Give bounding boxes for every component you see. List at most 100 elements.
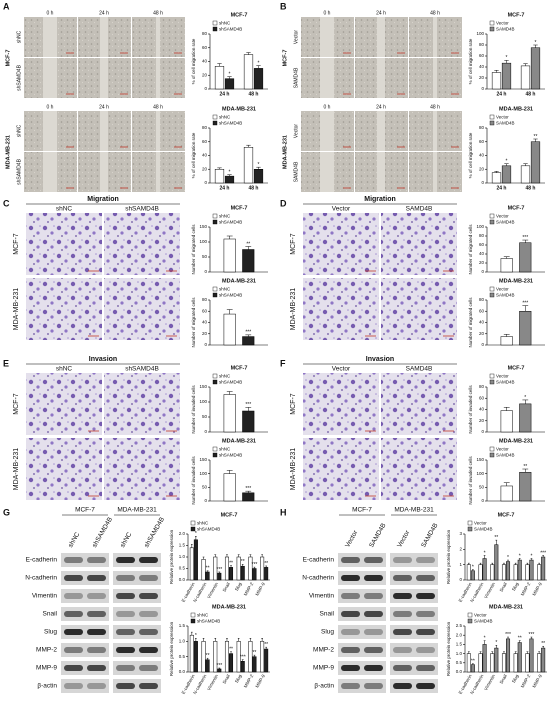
error-bar: [245, 246, 252, 250]
y-tick-label: 1.5: [179, 543, 186, 548]
bar: [217, 572, 222, 581]
blot-strip: [390, 589, 438, 603]
blot-band: [341, 611, 360, 617]
y-axis-label: % of cell migration rate: [468, 132, 473, 178]
panel-letter: B: [280, 1, 287, 11]
y-tick-label: 40: [202, 320, 208, 325]
x-tick-label: 48 h: [525, 91, 535, 97]
significance: **: [471, 659, 475, 665]
error-bar: [494, 171, 499, 173]
x-tick-label: MMP-9: [531, 581, 543, 596]
cell-line-label: MCF-7: [5, 50, 11, 67]
blot-band: [364, 665, 383, 671]
legend-label: shNC: [219, 373, 231, 378]
error-bar: [214, 554, 217, 557]
significance: *: [484, 636, 486, 642]
significance: *: [506, 55, 508, 61]
bar: [520, 65, 531, 90]
protein-label: Slug: [321, 629, 334, 636]
y-axis-label: Number of invaded cells: [468, 456, 473, 505]
error-bar: [226, 554, 228, 557]
y-tick-label: 80: [479, 42, 485, 47]
legend-label: SAMD4B: [496, 26, 515, 31]
row-label: MDA-MB-231: [13, 448, 20, 491]
significance: ***: [522, 300, 528, 306]
legend-label: shSAMD4B: [219, 219, 242, 224]
scratch-gap: [156, 17, 160, 57]
significance: *: [229, 170, 231, 176]
row-label: Vector: [293, 124, 299, 139]
y-tick-label: 1.5: [179, 623, 186, 628]
error-bar: [190, 544, 193, 548]
error-bar: [522, 305, 529, 312]
protein-label: β-actin: [314, 683, 334, 690]
legend-label: shNC: [219, 114, 231, 119]
legend-swatch: [489, 452, 495, 458]
significance: **: [541, 641, 545, 647]
blot-strip: [338, 553, 386, 567]
row-label: MCF-7: [290, 393, 297, 414]
scratch-gap: [156, 111, 160, 151]
blot-band: [364, 683, 383, 689]
error-bar: [491, 562, 494, 565]
legend-label: SAMD4B: [496, 219, 515, 224]
column-label: 24 h: [376, 104, 386, 110]
bar: [530, 141, 541, 184]
blot-band: [139, 557, 158, 563]
error-bar: [518, 640, 521, 643]
blot-band: [139, 665, 158, 671]
error-bar: [202, 638, 205, 642]
y-tick-label: 150: [199, 224, 207, 229]
bar: [513, 564, 518, 581]
lane-label: SAMD4B: [368, 522, 387, 549]
bar: [229, 653, 234, 673]
bar: [519, 242, 532, 273]
blot-strip: [338, 571, 386, 585]
cell-line-label: MDA-MB-231: [282, 135, 288, 169]
row-label: shSAMD4B: [16, 64, 22, 91]
significance: *: [507, 555, 509, 561]
bar: [478, 653, 483, 673]
bar: [264, 648, 269, 673]
error-bar: [241, 564, 244, 567]
y-tick-label: 0: [204, 342, 207, 347]
scratch-gap: [433, 58, 437, 98]
blot-band: [393, 683, 412, 689]
y-tick-label: 0: [481, 269, 484, 274]
y-tick-label: 40: [479, 153, 485, 158]
error-bar: [495, 645, 498, 649]
blot-band: [64, 611, 83, 617]
bar: [242, 336, 255, 346]
error-bar: [249, 638, 252, 642]
bar: [240, 565, 245, 581]
error-bar: [503, 562, 505, 565]
error-bar: [483, 640, 486, 645]
bar: [500, 485, 513, 502]
y-tick-label: 150: [199, 384, 207, 389]
blot-band: [87, 575, 106, 581]
legend-label: shSAMD4B: [219, 379, 242, 384]
blot-band: [87, 665, 106, 671]
legend-label: Vector: [496, 213, 509, 218]
blot-band: [139, 629, 158, 635]
stain-image: [26, 438, 102, 500]
y-tick-label: 0.5: [179, 566, 186, 571]
bar: [217, 668, 222, 673]
blot-strip: [61, 643, 109, 657]
blot-band: [364, 575, 383, 581]
error-bar: [503, 256, 510, 259]
blot-band: [341, 557, 360, 563]
stain-image: [26, 373, 102, 435]
bar: [223, 238, 236, 273]
bar: [205, 571, 210, 581]
bar: [501, 564, 506, 581]
blot-strip: [113, 661, 161, 675]
bar: [253, 68, 264, 90]
x-tick-label: MMP-9: [254, 581, 266, 596]
y-tick-label: 0: [481, 86, 484, 91]
row-label: MDA-MB-231: [290, 448, 297, 491]
stain-image: [303, 213, 379, 275]
chart-title: MCF-7: [508, 365, 525, 371]
error-bar: [237, 638, 240, 642]
legend-swatch: [489, 20, 495, 26]
